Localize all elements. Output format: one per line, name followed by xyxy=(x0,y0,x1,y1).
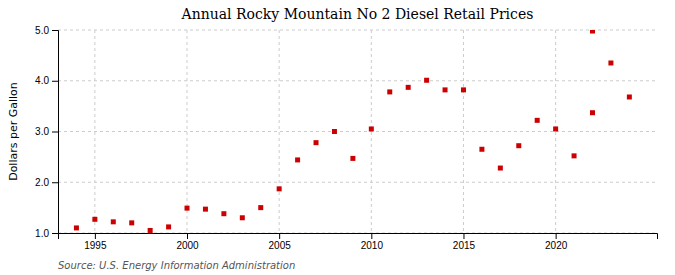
tick-label: 2.0 xyxy=(35,177,49,188)
point xyxy=(608,60,613,65)
point xyxy=(553,126,558,131)
x-axis: 1995 2000 2005 2010 2015 2020 xyxy=(59,233,658,251)
point xyxy=(590,30,595,34)
tick-label: 1.0 xyxy=(35,228,49,239)
point xyxy=(258,205,263,210)
tick: 1995 xyxy=(84,233,107,251)
tick-mark xyxy=(463,233,464,239)
tick-mark xyxy=(52,233,58,234)
point xyxy=(295,157,300,162)
tick-mark xyxy=(187,233,188,239)
tick: 2010 xyxy=(361,233,384,251)
grid-line xyxy=(94,30,95,233)
point xyxy=(590,110,595,115)
grid xyxy=(58,30,657,233)
point xyxy=(572,153,577,158)
chart: 1995 2000 2005 2010 2015 2020 1.0 2.0 3.0 4.0 5.0 A… xyxy=(0,0,675,275)
tick-label: 2010 xyxy=(361,240,384,251)
axis-line xyxy=(59,234,658,240)
point xyxy=(406,85,411,90)
y-axis-label: Dollars per Gallon xyxy=(7,82,20,181)
tick-mark xyxy=(52,81,58,82)
point xyxy=(111,219,116,224)
tick-label: 2000 xyxy=(176,240,199,251)
tick: 2015 xyxy=(453,233,476,251)
tick-label: 2015 xyxy=(453,240,476,251)
point xyxy=(129,220,134,225)
point xyxy=(332,129,337,134)
tick-label: 5.0 xyxy=(35,25,49,36)
point xyxy=(443,87,448,92)
tick-mark xyxy=(52,132,58,133)
point xyxy=(203,207,208,212)
grid-line xyxy=(187,30,188,233)
grid-line xyxy=(555,30,556,233)
point xyxy=(369,126,374,131)
point xyxy=(166,224,171,229)
point xyxy=(148,228,153,233)
point xyxy=(350,156,355,161)
tick-mark xyxy=(279,233,280,239)
grid-line xyxy=(58,131,657,132)
point xyxy=(221,211,226,216)
grid-line xyxy=(279,30,280,233)
tick: 1.0 xyxy=(35,228,58,239)
tick-mark xyxy=(371,233,372,239)
tick-label: 4.0 xyxy=(35,75,49,86)
tick: 2000 xyxy=(176,233,199,251)
tick-label: 1995 xyxy=(84,240,107,251)
point xyxy=(535,118,540,123)
annotation: Source: U.S. Energy Information Administ… xyxy=(58,260,295,271)
plot: 1995 2000 2005 2010 2015 2020 1.0 2.0 3.0 4.0 5.0 xyxy=(35,25,657,251)
point xyxy=(277,186,282,191)
point xyxy=(387,89,392,94)
tick-mark xyxy=(95,233,96,239)
y-axis: 1.0 2.0 3.0 4.0 5.0 xyxy=(35,25,58,239)
point xyxy=(516,143,521,148)
tick: 2005 xyxy=(269,233,292,251)
point xyxy=(479,147,484,152)
grid-line xyxy=(463,30,464,233)
point xyxy=(627,94,632,99)
point xyxy=(185,206,190,211)
tick: 3.0 xyxy=(35,126,58,137)
tick-mark xyxy=(556,233,557,239)
tick: 4.0 xyxy=(35,75,58,86)
grid-line xyxy=(58,182,657,183)
grid-line xyxy=(58,80,657,81)
tick: 5.0 xyxy=(35,25,58,36)
tick-mark xyxy=(52,182,58,183)
point xyxy=(74,225,79,230)
tick: 2020 xyxy=(545,233,568,251)
tick-label: 2020 xyxy=(545,240,568,251)
points xyxy=(74,30,632,233)
point xyxy=(424,78,429,83)
point xyxy=(461,87,466,92)
axis-line xyxy=(52,31,59,234)
title: Annual Rocky Mountain No 2 Diesel Retail… xyxy=(181,6,534,22)
point xyxy=(314,140,319,145)
tick-label: 2005 xyxy=(269,240,292,251)
tick-label: 3.0 xyxy=(35,126,49,137)
tick: 2.0 xyxy=(35,177,58,188)
point xyxy=(240,215,245,220)
point xyxy=(498,166,503,171)
grid-line xyxy=(371,30,372,233)
tick-mark xyxy=(52,30,58,31)
grid-line xyxy=(58,30,657,31)
point xyxy=(92,217,97,222)
